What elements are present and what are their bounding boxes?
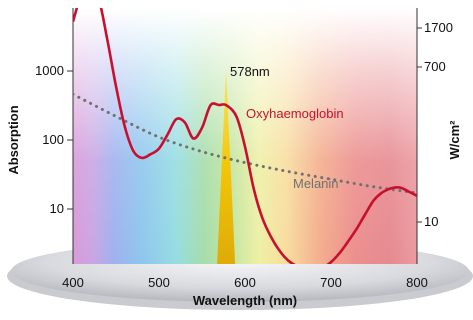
right-tick-label: 1700 [424,20,453,35]
laser-label: 578nm [230,64,270,79]
x-axis-ticks: 400 500 600 700 800 [62,275,428,290]
x-tick-label: 500 [148,275,170,290]
x-tick-label: 700 [320,275,342,290]
laser-578nm-beam [217,70,236,264]
x-axis-label: Wavelength (nm) [193,293,297,308]
legend-oxyhaemoglobin: Oxyhaemoglobin [246,106,344,121]
left-tick-label: 100 [42,132,64,147]
y-axis-label-right: W/cm² [447,120,462,160]
melanin-curve [73,92,417,195]
x-tick-label: 600 [234,275,256,290]
legend-melanin: Melanin [293,176,339,191]
oxyhaemoglobin-curve [73,8,417,264]
x-tick-label: 800 [406,275,428,290]
x-tick-label: 400 [62,275,84,290]
left-tick-label: 10 [50,201,64,216]
right-tick-label: 10 [424,214,438,229]
right-tick-label: 700 [424,59,446,74]
y-axis-label-left: Absorption [6,105,21,174]
left-axis-ticks: 10 100 1000 [35,63,73,216]
left-tick-label: 1000 [35,63,64,78]
spectrum-background [73,8,417,264]
right-axis-ticks: 10 700 1700 [417,20,453,229]
